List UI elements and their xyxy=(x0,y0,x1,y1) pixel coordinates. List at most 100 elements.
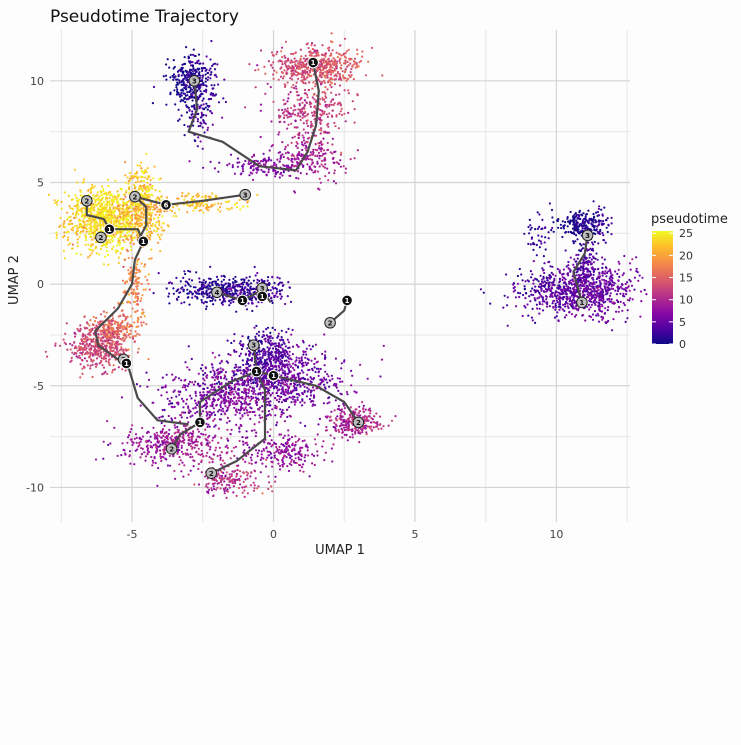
cell-point xyxy=(124,161,126,163)
cell-point xyxy=(287,144,289,146)
cell-point xyxy=(255,274,257,276)
cell-point xyxy=(301,79,303,81)
cell-point xyxy=(90,233,92,235)
cell-point xyxy=(201,196,203,198)
cell-point xyxy=(204,301,206,303)
cell-point xyxy=(327,126,329,128)
cell-point xyxy=(173,59,175,61)
cell-point xyxy=(141,194,143,196)
cell-point xyxy=(207,79,209,81)
cell-point xyxy=(342,70,344,72)
cell-point xyxy=(301,369,303,371)
cell-point xyxy=(192,99,194,101)
cell-point xyxy=(321,82,323,84)
cell-point xyxy=(91,221,93,223)
cell-point xyxy=(81,211,83,213)
cell-point xyxy=(268,342,270,344)
cell-point xyxy=(175,215,177,217)
cell-point xyxy=(77,245,79,247)
cell-point xyxy=(150,217,152,219)
cell-point xyxy=(306,163,308,165)
cell-point xyxy=(367,61,369,63)
cell-point xyxy=(157,228,159,230)
cell-point xyxy=(128,293,130,295)
cell-point xyxy=(204,67,206,69)
cell-point xyxy=(100,195,102,197)
cell-point xyxy=(137,285,139,287)
cell-point xyxy=(247,337,249,339)
cell-point xyxy=(77,230,79,232)
cell-point xyxy=(266,346,268,348)
cell-point xyxy=(306,68,308,70)
cell-point xyxy=(106,373,108,375)
cell-point xyxy=(210,196,212,198)
cell-point xyxy=(322,153,324,155)
cell-point xyxy=(278,131,280,133)
cell-point xyxy=(96,364,98,366)
cell-point xyxy=(210,371,212,373)
cell-point xyxy=(140,180,142,182)
cell-point xyxy=(350,158,352,160)
cell-point xyxy=(322,99,324,101)
cell-point xyxy=(280,76,282,78)
cell-point xyxy=(219,299,221,301)
cell-point xyxy=(264,73,266,75)
cell-point xyxy=(169,76,171,78)
cell-point xyxy=(141,283,143,285)
cell-point xyxy=(71,352,73,354)
cell-point xyxy=(289,77,291,79)
cell-point xyxy=(310,380,312,382)
cell-point xyxy=(191,279,193,281)
cell-point xyxy=(64,226,66,228)
cell-point xyxy=(80,346,82,348)
cell-point xyxy=(349,76,351,78)
cell-point xyxy=(137,317,139,319)
cell-point xyxy=(312,345,314,347)
cell-point xyxy=(338,127,340,129)
cell-point xyxy=(198,125,200,127)
cell-point xyxy=(101,185,103,187)
cell-point xyxy=(296,60,298,62)
cell-point xyxy=(261,279,263,281)
cell-point xyxy=(109,204,111,206)
cell-point xyxy=(287,58,289,60)
cell-point xyxy=(63,250,65,252)
cell-point xyxy=(260,340,262,342)
cell-point xyxy=(73,217,75,219)
cell-point xyxy=(119,216,121,218)
cell-point xyxy=(312,152,314,154)
cell-point xyxy=(291,153,293,155)
cell-point xyxy=(97,321,99,323)
cell-point xyxy=(155,214,157,216)
cell-point xyxy=(87,223,89,225)
cell-point xyxy=(91,252,93,254)
cell-point xyxy=(252,169,254,171)
cell-point xyxy=(305,55,307,57)
cell-point xyxy=(91,226,93,228)
cell-point xyxy=(284,374,286,376)
cell-point xyxy=(214,68,216,70)
cell-point xyxy=(167,58,169,60)
cell-point xyxy=(249,276,251,278)
cell-point xyxy=(275,292,277,294)
cell-point xyxy=(281,330,283,332)
cell-point xyxy=(104,335,106,337)
cell-point xyxy=(332,57,334,59)
cell-point xyxy=(353,78,355,80)
cell-point xyxy=(258,414,260,416)
cell-point xyxy=(140,167,142,169)
cell-point xyxy=(326,373,328,375)
cell-point xyxy=(222,97,224,99)
cell-point xyxy=(188,345,190,347)
cell-point xyxy=(90,188,92,190)
cell-point xyxy=(337,56,339,58)
cell-point xyxy=(123,217,125,219)
cell-point xyxy=(117,250,119,252)
cell-point xyxy=(125,328,127,330)
cell-point xyxy=(298,137,300,139)
cell-point xyxy=(199,94,201,96)
cell-point xyxy=(309,54,311,56)
cell-point xyxy=(178,79,180,81)
cell-point xyxy=(205,293,207,295)
cell-point xyxy=(76,197,78,199)
